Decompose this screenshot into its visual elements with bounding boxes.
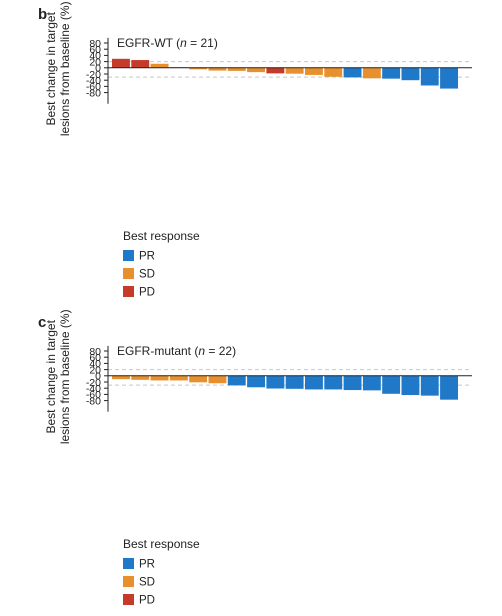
y-tick-label: 80 [89,346,101,358]
y-tick-label: 40 [89,50,101,62]
legend-swatch-sd [123,576,134,587]
legend-title: Best response [123,229,200,243]
y-tick-label: 0 [95,371,101,383]
chart-subtitle: EGFR-WT (n = 21) [117,36,218,50]
waterfall-panel-c: c 80 60 40 20 0 -20 -40 -60 -80 Best change in ta… [0,308,502,616]
bar [382,67,401,79]
bar [208,375,227,384]
y-axis-title-line2: lesions from baseline (%) [58,309,72,444]
bar [150,63,169,68]
legend-swatch-pd [123,594,134,605]
bar [343,375,362,391]
bar [131,60,150,68]
bar [189,375,208,383]
bar [169,375,188,381]
bar [247,67,265,73]
legend-label-pd: PD [139,595,155,607]
y-tick-label: 60 [89,352,101,364]
y-axis-title-line1: Best change in target [44,11,58,125]
bar [343,67,362,78]
bar [208,67,227,71]
legend-swatch-pr [123,558,134,569]
y-tick-label: -80 [86,87,101,99]
legend-label-sd: SD [139,269,155,281]
bar [285,375,304,389]
legend-label-sd: SD [139,577,155,589]
bar [150,375,169,381]
y-tick-label: -80 [86,395,101,407]
bar [362,67,381,79]
bar [266,67,285,74]
legend-label-pd: PD [139,287,155,299]
chart-subtitle: EGFR-mutant (n = 22) [117,344,236,358]
bar [305,67,323,75]
waterfall-panel-b: b 80 60 40 20 0 -20 -40 -60 -80 Best change in ta… [38,1,472,299]
bar [112,375,130,380]
panel-label: c [38,314,47,331]
y-tick-label: -60 [86,81,101,93]
bar [189,67,208,70]
legend-swatch-pr [123,250,134,261]
y-tick-label: -20 [86,69,101,81]
legend-swatch-sd [123,268,134,279]
bar [227,67,246,71]
bar [305,375,323,390]
y-axis-title-line2: lesions from baseline (%) [58,1,72,136]
y-tick-label: 60 [89,44,101,56]
bar [324,375,343,390]
bar [266,375,285,389]
bar [420,67,439,86]
bar [420,375,439,396]
y-axis-title-line1: Best change in target [44,319,58,433]
y-tick-label: -40 [86,75,101,87]
legend-title: Best response [123,537,200,551]
legend-label-pr: PR [139,251,155,263]
y-tick-label: 80 [89,38,101,50]
bar [401,375,420,396]
bar [112,58,130,68]
panel-label: b [38,6,48,23]
y-tick-label: -60 [86,389,101,401]
bar [440,375,458,400]
bar [227,375,246,386]
bar [401,67,420,81]
bar [362,375,381,391]
bar [440,67,458,89]
y-tick-label: 0 [95,63,101,75]
legend-label-pr: PR [139,559,155,571]
y-tick-label: -40 [86,383,101,395]
legend-swatch-pd [123,286,134,297]
y-tick-label: -20 [86,377,101,389]
y-tick-label: 40 [89,358,101,370]
y-tick-label: 20 [89,56,101,68]
bar [382,375,401,394]
bar [324,67,343,77]
bar [285,67,304,74]
bar [247,375,265,388]
bar [131,375,150,380]
y-tick-label: 20 [89,364,101,376]
